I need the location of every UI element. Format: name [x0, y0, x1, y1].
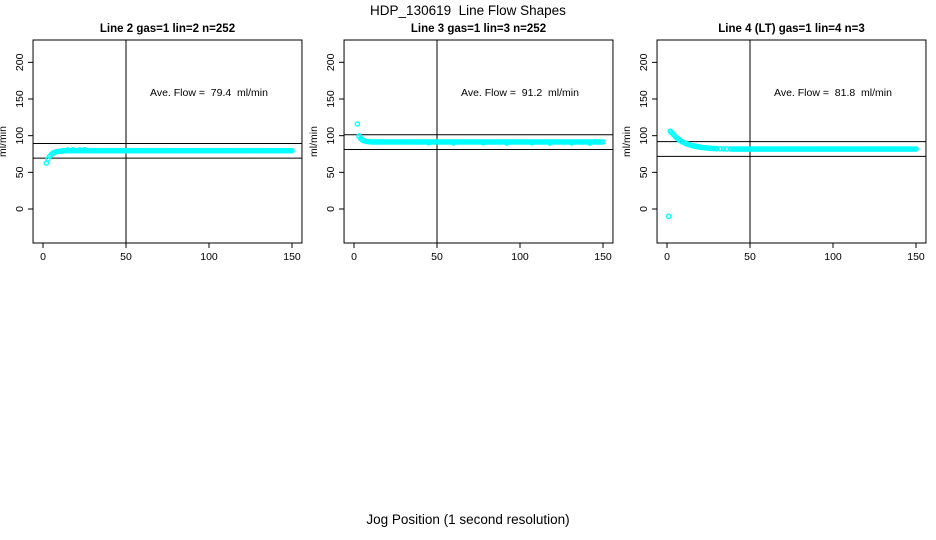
x-axis-label: Jog Position (1 second resolution) [366, 512, 570, 527]
ave-flow-annotation: Ave. Flow = 91.2 ml/min [461, 87, 579, 99]
panel-title: Line 3 gas=1 lin=3 n=252 [411, 23, 546, 35]
panel-1: 0 50 100 150 0 50 100 150 200 ml/min Line 2 gas=1 … [0, 23, 303, 263]
x-tick-label: 0 [351, 251, 357, 263]
y-tick-label: 50 [638, 166, 650, 178]
ave-flow-annotation: Ave. Flow = 81.8 ml/min [774, 87, 892, 99]
data-point [720, 146, 727, 152]
x-tick-label: 100 [200, 251, 218, 263]
y-tick-label: 100 [14, 127, 26, 145]
x-tick-label: 150 [907, 251, 925, 263]
data-point [717, 145, 723, 152]
panel-title: Line 4 (LT) gas=1 lin=4 n=3 [718, 23, 864, 35]
x-tick-label: 100 [511, 251, 529, 263]
y-tick-label: 200 [638, 53, 650, 71]
ave-flow-annotation: Ave. Flow = 79.4 ml/min [150, 87, 268, 99]
y-tick-label: 0 [638, 206, 650, 212]
y-axis-unit-label: ml/min [0, 126, 9, 157]
x-tick-label: 50 [431, 251, 443, 263]
data-point [723, 146, 730, 152]
x-tick-label: 100 [824, 251, 842, 263]
x-tick-label: 0 [40, 251, 46, 263]
data-points [43, 146, 295, 166]
y-tick-label: 0 [14, 206, 26, 212]
y-tick-label: 0 [325, 206, 337, 212]
y-axis-unit-label: ml/min [308, 126, 320, 157]
data-point [665, 213, 672, 220]
y-tick-label: 150 [325, 90, 337, 108]
y-tick-label: 100 [638, 127, 650, 145]
y-tick-label: 150 [14, 90, 26, 108]
y-axis-unit-label: ml/min [621, 126, 633, 157]
panel-3: 0 50 100 150 0 50 100 150 200 ml/min Line 4 (LT) g… [621, 23, 927, 263]
x-tick-label: 0 [664, 251, 670, 263]
x-tick-label: 50 [744, 251, 756, 263]
x-tick-label: 50 [120, 251, 132, 263]
y-tick-label: 100 [325, 127, 337, 145]
data-point [354, 121, 361, 127]
plot-box [32, 39, 303, 244]
data-point [600, 139, 606, 145]
y-tick-label: 200 [325, 53, 337, 71]
y-tick-label: 150 [638, 90, 650, 108]
panel-title: Line 2 gas=1 lin=2 n=252 [100, 23, 235, 35]
plot-box [656, 39, 927, 244]
data-point [913, 146, 919, 152]
x-tick-label: 150 [283, 251, 301, 263]
data-point [714, 145, 720, 152]
y-tick-label: 200 [14, 53, 26, 71]
data-points [354, 121, 606, 146]
data-point [289, 147, 295, 154]
plot-box [343, 39, 614, 244]
y-tick-label: 50 [325, 166, 337, 178]
y-tick-label: 50 [14, 166, 26, 178]
panel-2: 0 50 100 150 0 50 100 150 200 ml/min Line 3 gas=1 … [308, 23, 614, 263]
figure-title: HDP_130619 Line Flow Shapes [370, 3, 566, 18]
data-points [665, 128, 919, 220]
x-tick-label: 150 [594, 251, 612, 263]
